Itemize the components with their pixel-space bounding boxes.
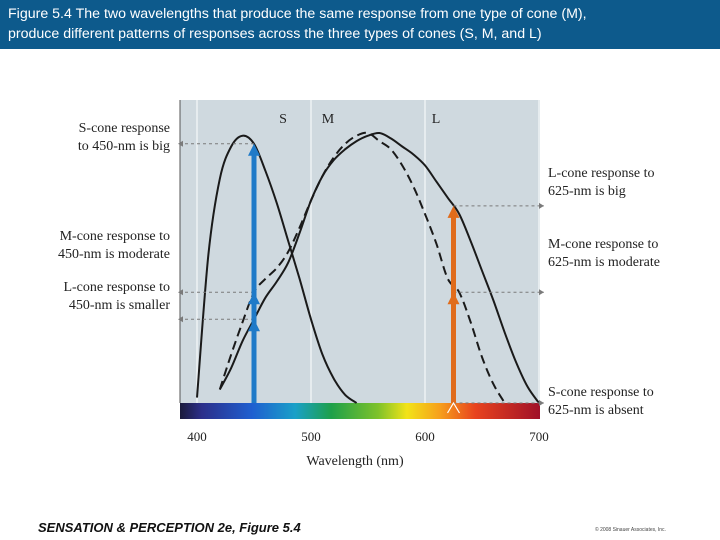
x-tick-label-400: 400 xyxy=(187,429,207,444)
x-tick-label-700: 700 xyxy=(529,429,549,444)
stimulus-arrowhead-450-s xyxy=(248,143,260,156)
leader-arrowhead-450-l xyxy=(178,316,183,323)
annotation-right-m-line1: M-cone response to xyxy=(548,237,658,252)
annotation-right-l-line1: L-cone response to xyxy=(548,166,655,181)
stimulus-arrows-layer xyxy=(178,140,544,414)
x-axis-label: Wavelength (nm) xyxy=(306,454,404,469)
leader-arrowhead-625-m xyxy=(539,289,544,296)
annotation-left-l-line1: L-cone response to xyxy=(63,280,170,295)
stimulus-arrowhead-625-s xyxy=(446,401,461,414)
stimulus-arrowhead-450-l xyxy=(248,319,260,332)
annotation-right-s-line1: S-cone response to xyxy=(548,385,654,400)
annotation-left-m-line1: M-cone response to xyxy=(60,229,170,244)
stimulus-arrowhead-450-m xyxy=(248,292,260,305)
book-reference: SENSATION & PERCEPTION 2e, Figure 5.4 xyxy=(38,520,301,535)
s-cone-curve-label: S xyxy=(279,112,287,127)
spectrum-colorbar xyxy=(180,403,540,419)
annotation-right-l-line2: 625-nm is big xyxy=(548,184,626,199)
annotation-left-m-line2: 450-nm is moderate xyxy=(58,247,170,262)
leader-arrowhead-450-s xyxy=(178,140,183,147)
stimulus-arrowhead-625-m xyxy=(447,292,460,305)
annotation-left-l-line2: 450-nm is smaller xyxy=(69,298,170,313)
l-cone-curve-label: L xyxy=(432,112,441,127)
leader-arrowhead-625-s xyxy=(539,400,544,406)
plot-background xyxy=(180,100,540,403)
annotation-left-s-line1: S-cone response xyxy=(79,121,170,136)
stimulus-arrowhead-625-l xyxy=(447,205,460,218)
x-tick-label-500: 500 xyxy=(301,429,321,444)
title-bar: Figure 5.4 The two wavelengths that prod… xyxy=(0,0,720,49)
x-tick-label-600: 600 xyxy=(415,429,435,444)
copyright-notice: © 2008 Sinauer Associates, Inc. xyxy=(595,527,666,533)
m-cone-curve-label: M xyxy=(322,112,335,127)
leader-arrowhead-450-m xyxy=(178,289,183,296)
s-cone-curve xyxy=(196,134,358,404)
leader-arrowhead-625-l xyxy=(539,202,544,209)
figure-title-line-2: produce different patterns of responses … xyxy=(8,26,542,42)
figure-title-line-1: Figure 5.4 The two wavelengths that prod… xyxy=(8,6,587,22)
l-cone-curve xyxy=(218,131,540,404)
annotation-right-s-line2: 625-nm is absent xyxy=(548,403,644,418)
annotation-right-m-line2: 625-nm is moderate xyxy=(548,255,660,270)
annotation-left-s-line2: to 450-nm is big xyxy=(78,139,170,154)
m-cone-curve xyxy=(218,131,506,404)
